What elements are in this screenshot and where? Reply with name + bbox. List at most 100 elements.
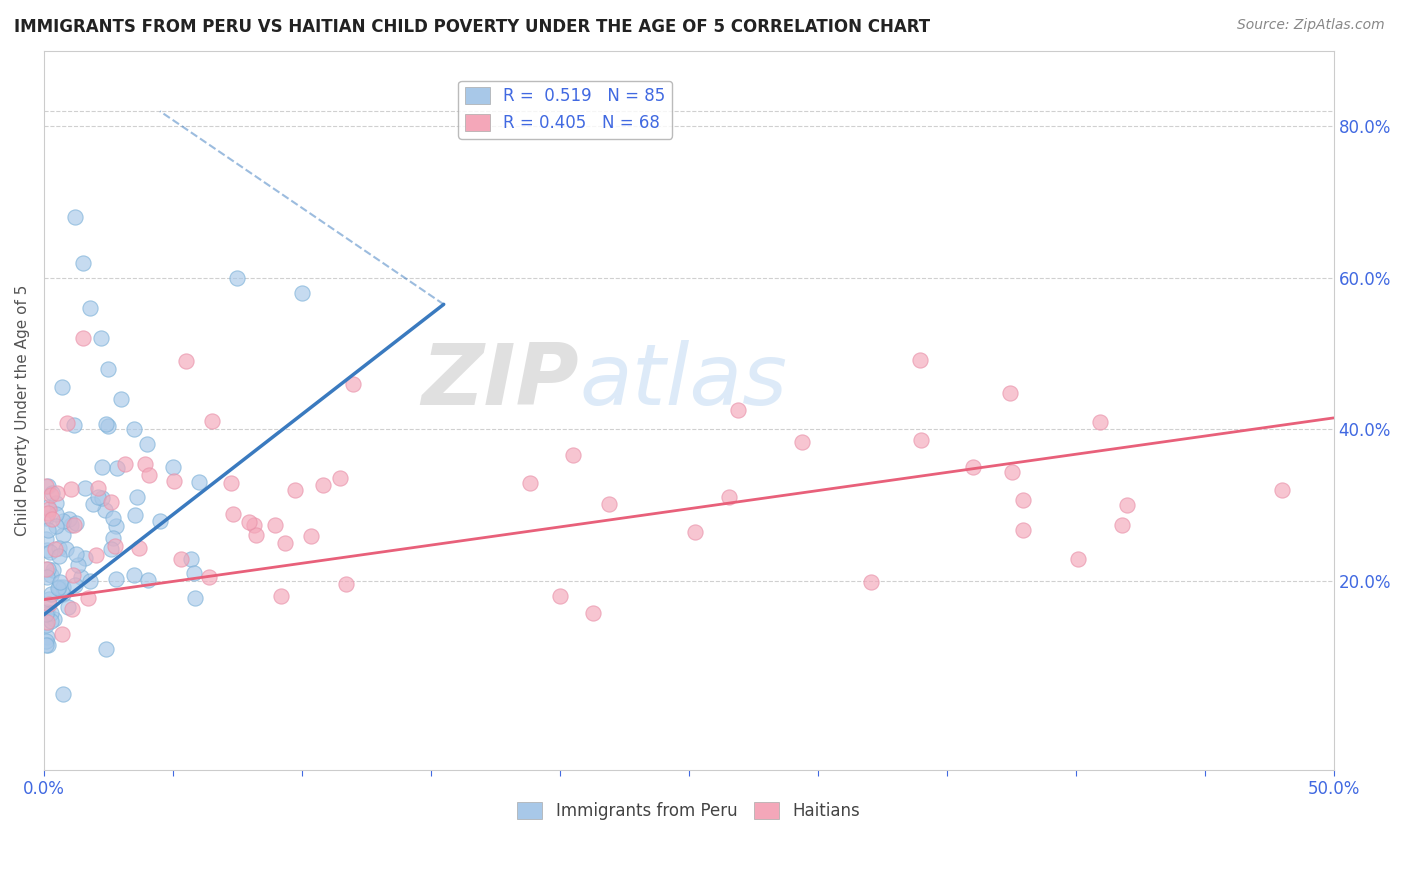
Point [87, 481, 110, 495]
Point [180, 552, 202, 566]
Point [62, 568, 84, 582]
Point [35, 570, 58, 584]
Point [65, 516, 87, 531]
Point [238, 515, 260, 529]
Point [792, 434, 814, 449]
Point [104, 539, 127, 553]
Point [63, 518, 86, 533]
Point [96, 417, 118, 432]
Point [63, 211, 86, 225]
Point [94, 503, 117, 517]
Point [910, 434, 932, 448]
Point [35, 511, 58, 525]
Point [149, 514, 172, 528]
Point [1012, 493, 1035, 508]
Text: Source: ZipAtlas.com: Source: ZipAtlas.com [1237, 18, 1385, 32]
Point [35, 532, 58, 546]
Point [90, 491, 112, 505]
Point [962, 460, 984, 475]
Point [51, 627, 73, 641]
Point [79, 301, 101, 315]
Point [170, 551, 193, 566]
Point [38, 597, 60, 611]
Point [58, 511, 80, 525]
Point [56, 600, 79, 615]
Point [45, 496, 67, 510]
Point [60, 517, 83, 532]
Point [52, 527, 75, 541]
Point [39, 488, 62, 502]
Point [41, 512, 63, 526]
Point [65, 547, 87, 561]
Point [45, 507, 67, 521]
Text: atlas: atlas [579, 340, 787, 423]
Point [291, 285, 314, 300]
Point [37, 605, 59, 619]
Point [263, 517, 285, 532]
Point [136, 437, 159, 451]
Point [91, 460, 114, 475]
Point [35, 638, 58, 652]
Point [45, 486, 67, 500]
Point [48, 549, 70, 564]
Point [124, 508, 146, 522]
Point [35, 633, 58, 648]
Point [1001, 465, 1024, 479]
Point [138, 467, 160, 482]
Point [125, 490, 148, 504]
Point [219, 475, 242, 490]
Point [329, 471, 352, 485]
Point [582, 607, 605, 621]
Point [37, 523, 59, 537]
Point [1271, 483, 1294, 497]
Point [134, 458, 156, 472]
Point [859, 574, 882, 589]
Legend: Immigrants from Peru, Haitians: Immigrants from Peru, Haitians [510, 795, 866, 826]
Point [105, 518, 128, 533]
Point [105, 460, 128, 475]
Point [226, 270, 249, 285]
Point [519, 476, 541, 491]
Point [63, 418, 86, 433]
Point [103, 531, 125, 545]
Point [114, 457, 136, 471]
Text: ZIP: ZIP [422, 340, 579, 423]
Point [39, 614, 62, 628]
Point [162, 460, 184, 475]
Point [94, 642, 117, 657]
Point [56, 417, 79, 431]
Point [683, 524, 706, 539]
Point [75, 481, 97, 495]
Point [908, 353, 931, 368]
Point [35, 479, 58, 493]
Point [59, 482, 82, 496]
Point [66, 558, 89, 572]
Point [727, 403, 749, 417]
Point [122, 567, 145, 582]
Point [110, 392, 132, 406]
Point [79, 574, 101, 588]
Point [312, 477, 335, 491]
Point [35, 618, 58, 632]
Point [76, 591, 98, 605]
Point [270, 589, 292, 603]
Point [39, 545, 62, 559]
Point [41, 587, 63, 601]
Point [75, 551, 97, 566]
Point [35, 542, 58, 557]
Point [35, 562, 58, 576]
Point [60, 601, 83, 615]
Point [299, 529, 322, 543]
Point [128, 541, 150, 556]
Point [42, 612, 65, 626]
Point [548, 589, 571, 603]
Point [48, 580, 70, 594]
Point [49, 574, 72, 589]
Point [198, 570, 221, 584]
Point [87, 490, 110, 504]
Point [122, 422, 145, 436]
Point [183, 566, 205, 580]
Point [41, 568, 63, 582]
Point [37, 500, 59, 515]
Point [1067, 552, 1090, 566]
